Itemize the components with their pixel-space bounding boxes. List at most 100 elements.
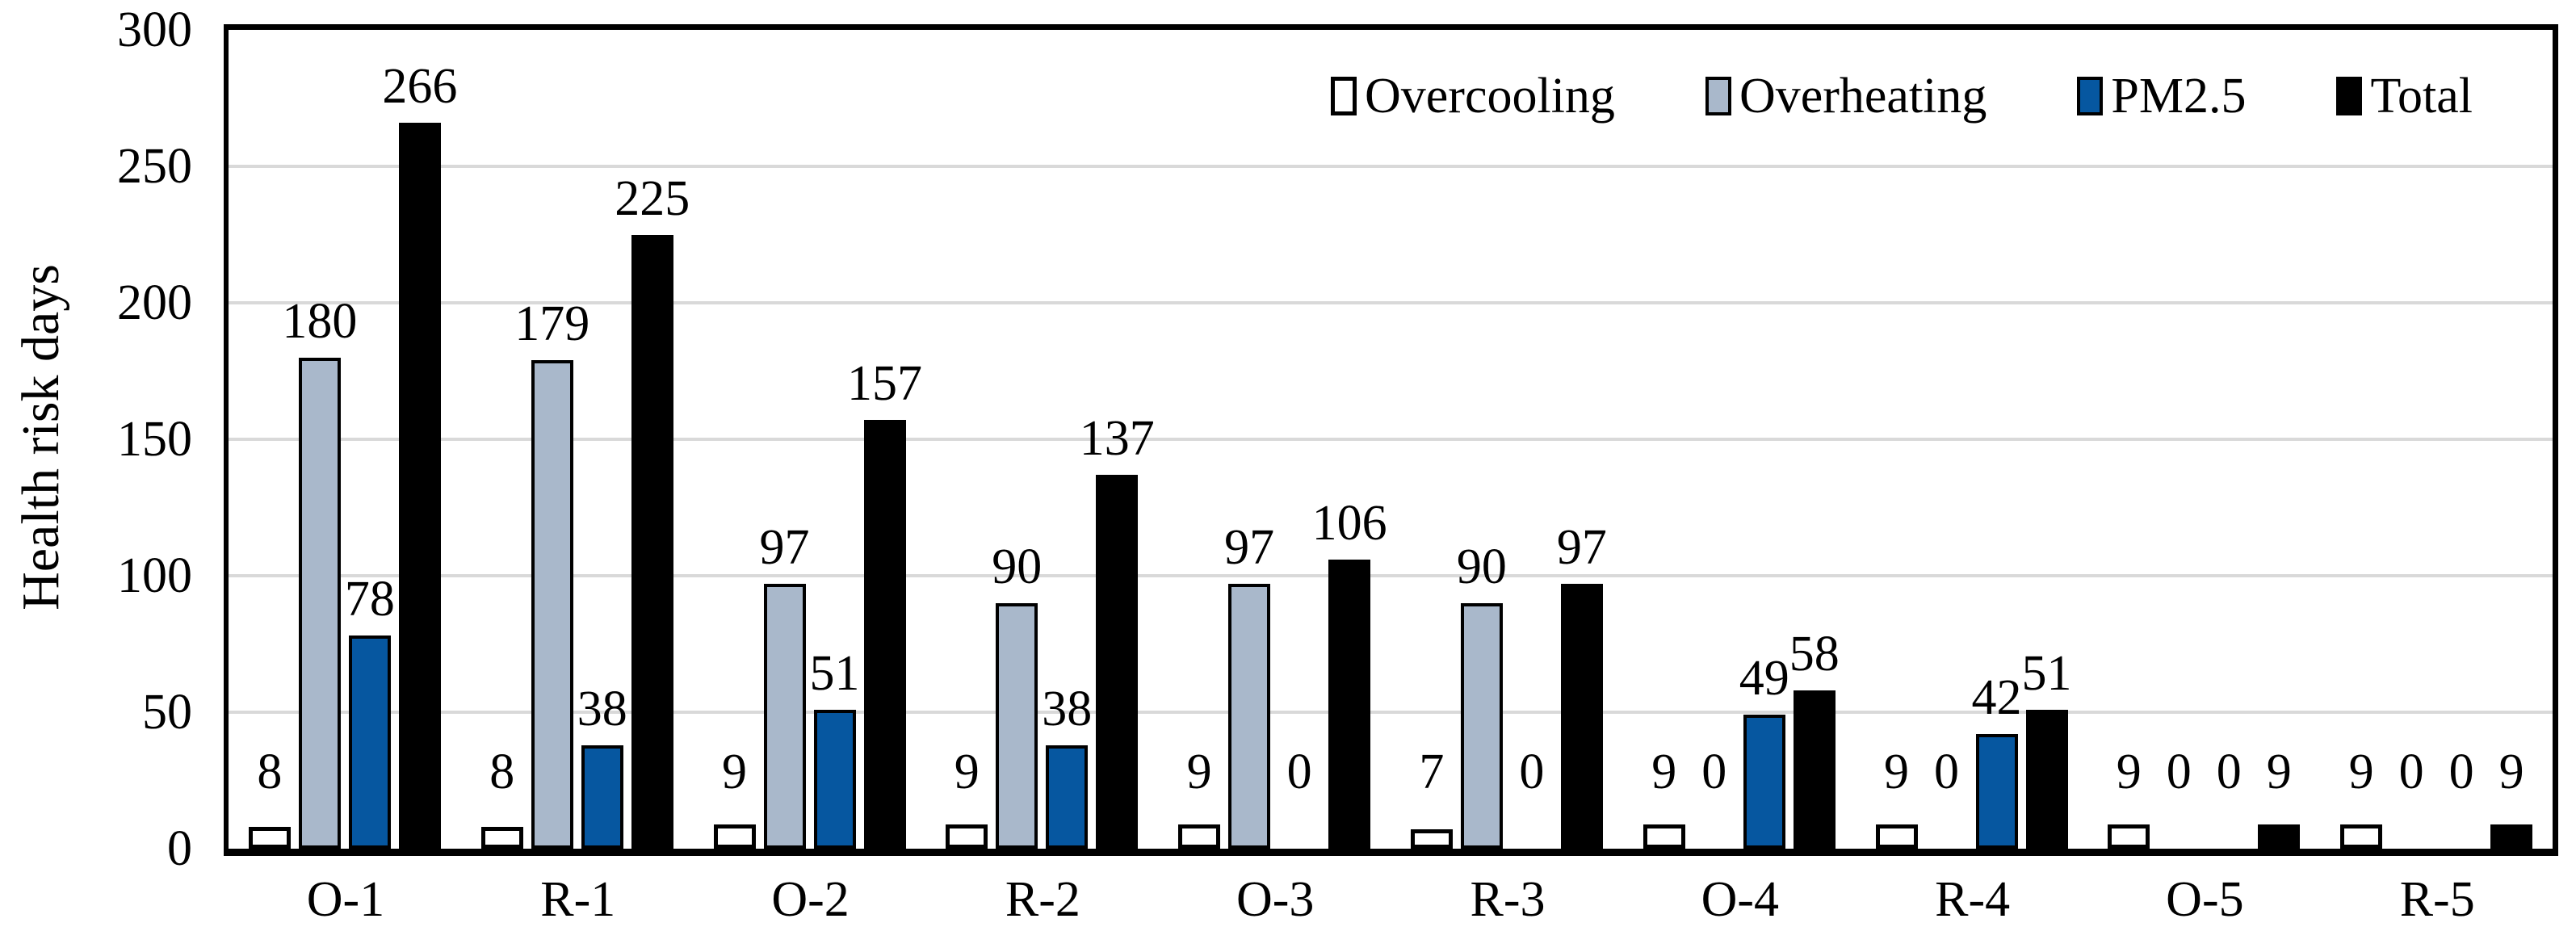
data-label-total-o-1: 266	[382, 58, 458, 114]
bar-overheating-o-1	[298, 357, 341, 849]
y-tick-300: 300	[117, 2, 192, 57]
legend-label-overcooling: Overcooling	[1365, 69, 1615, 124]
y-tick-150: 150	[117, 412, 192, 467]
data-label-total-r-2: 137	[1079, 410, 1155, 466]
data-label-overcooling-r-4: 9	[1884, 745, 1909, 799]
x-label-r-5: R-5	[2399, 872, 2475, 927]
data-label-overcooling-o-5: 9	[2116, 745, 2142, 799]
data-label-total-r-1: 225	[615, 170, 690, 226]
x-label-o-4: O-4	[1701, 872, 1779, 927]
y-tick-100: 100	[117, 548, 192, 603]
legend-label-overheating: Overheating	[1739, 69, 1987, 124]
data-label-pm2-5-o-3: 0	[1286, 745, 1312, 799]
bar-total-o-5	[2258, 824, 2301, 849]
bar-overcooling-o-3	[1178, 824, 1221, 849]
x-label-o-5: O-5	[2166, 872, 2244, 927]
data-label-overcooling-o-2: 9	[722, 745, 747, 799]
gridline-150	[229, 438, 2553, 441]
data-label-overheating-r-3: 90	[1456, 539, 1507, 594]
bar-total-r-3	[1560, 584, 1603, 849]
data-label-pm2-5-r-3: 0	[1519, 745, 1545, 799]
gridline-250	[229, 165, 2553, 168]
bar-pm2-5-r-4	[1975, 734, 2018, 849]
data-label-pm2-5-o-2: 51	[809, 645, 860, 701]
data-label-pm2-5-o-5: 0	[2216, 745, 2242, 799]
legend-swatch-pm2-5	[2077, 77, 2104, 115]
bar-pm2-5-r-2	[1046, 745, 1089, 849]
data-label-total-o-4: 58	[1789, 626, 1840, 682]
data-label-total-r-3: 97	[1556, 520, 1607, 576]
gridline-200	[229, 301, 2553, 304]
bar-total-o-1	[398, 122, 441, 849]
bar-overcooling-o-1	[248, 826, 291, 849]
x-label-o-2: O-2	[771, 872, 850, 927]
bar-overcooling-r-5	[2340, 824, 2383, 849]
legend-item-overheating: Overheating	[1705, 71, 1987, 121]
bar-overcooling-r-1	[480, 826, 523, 849]
bar-overheating-r-3	[1460, 602, 1503, 849]
data-label-overcooling-r-1: 8	[489, 745, 515, 799]
data-label-overheating-r-2: 90	[992, 539, 1043, 594]
legend-item-overcooling: Overcooling	[1331, 71, 1615, 121]
legend-label-total: Total	[2370, 69, 2473, 124]
data-label-overcooling-r-2: 9	[954, 745, 980, 799]
data-label-pm2-5-r-2: 38	[1042, 681, 1093, 736]
x-label-r-2: R-2	[1005, 872, 1080, 927]
y-tick-50: 50	[142, 685, 192, 740]
legend-item-pm2-5: PM2.5	[2077, 71, 2246, 121]
legend-item-total: Total	[2336, 71, 2473, 121]
y-tick-250: 250	[117, 139, 192, 194]
bar-overcooling-r-2	[946, 824, 988, 849]
data-label-overheating-o-3: 97	[1224, 520, 1275, 576]
data-label-pm2-5-r-5: 0	[2448, 745, 2474, 799]
bar-total-o-2	[863, 420, 906, 849]
legend-swatch-overheating	[1705, 77, 1731, 115]
bar-pm2-5-o-2	[813, 709, 856, 849]
data-label-overheating-r-1: 179	[514, 296, 590, 351]
bar-overcooling-o-2	[713, 824, 756, 849]
bar-pm2-5-o-1	[348, 635, 391, 849]
x-label-r-3: R-3	[1470, 872, 1546, 927]
bar-total-r-5	[2490, 824, 2533, 849]
data-label-overheating-o-2: 97	[759, 520, 810, 576]
bar-overheating-o-2	[763, 584, 806, 849]
bar-overcooling-o-4	[1643, 824, 1685, 849]
legend-swatch-overcooling	[1331, 77, 1357, 115]
data-label-total-o-2: 157	[847, 356, 922, 412]
data-label-overheating-o-4: 0	[1701, 745, 1727, 799]
data-label-pm2-5-r-4: 42	[1971, 670, 2022, 726]
bar-total-o-3	[1328, 559, 1371, 849]
y-tick-200: 200	[117, 275, 192, 330]
data-label-overcooling-r-5: 9	[2348, 745, 2374, 799]
bar-total-r-1	[631, 234, 673, 849]
bar-total-r-2	[1096, 474, 1139, 849]
x-label-o-3: O-3	[1236, 872, 1315, 927]
data-label-overcooling-o-1: 8	[257, 745, 283, 799]
data-label-overcooling-o-4: 9	[1651, 745, 1677, 799]
data-label-overcooling-r-3: 7	[1419, 745, 1445, 799]
bar-overcooling-r-3	[1410, 829, 1453, 849]
bar-total-o-4	[1793, 690, 1836, 849]
data-label-pm2-5-o-4: 49	[1739, 651, 1789, 707]
data-label-total-o-3: 106	[1311, 495, 1387, 551]
legend: Overcooling Overheating PM2.5 Total	[1331, 71, 2473, 121]
bar-pm2-5-r-1	[581, 745, 623, 849]
bar-overheating-r-1	[531, 359, 573, 849]
bar-overheating-r-2	[996, 602, 1038, 849]
data-label-total-o-5: 9	[2266, 745, 2292, 799]
plot-area: 8 180 78 266 8 179 38 225 9 97 51 157 9 90 38 137 9 97 0 10…	[224, 24, 2558, 856]
x-label-o-1: O-1	[306, 872, 385, 927]
bar-pm2-5-o-4	[1743, 715, 1785, 849]
data-label-total-r-5: 9	[2498, 745, 2524, 799]
data-label-total-r-4: 51	[2021, 645, 2072, 701]
y-tick-0: 0	[167, 821, 192, 876]
legend-swatch-total	[2336, 77, 2363, 115]
gridline-50	[229, 711, 2553, 714]
gridline-100	[229, 574, 2553, 577]
data-label-overheating-o-5: 0	[2166, 745, 2192, 799]
bar-overheating-o-3	[1228, 584, 1271, 849]
data-label-overheating-r-4: 0	[1934, 745, 1959, 799]
legend-label-pm2-5: PM2.5	[2111, 69, 2247, 124]
x-label-r-4: R-4	[1935, 872, 2011, 927]
